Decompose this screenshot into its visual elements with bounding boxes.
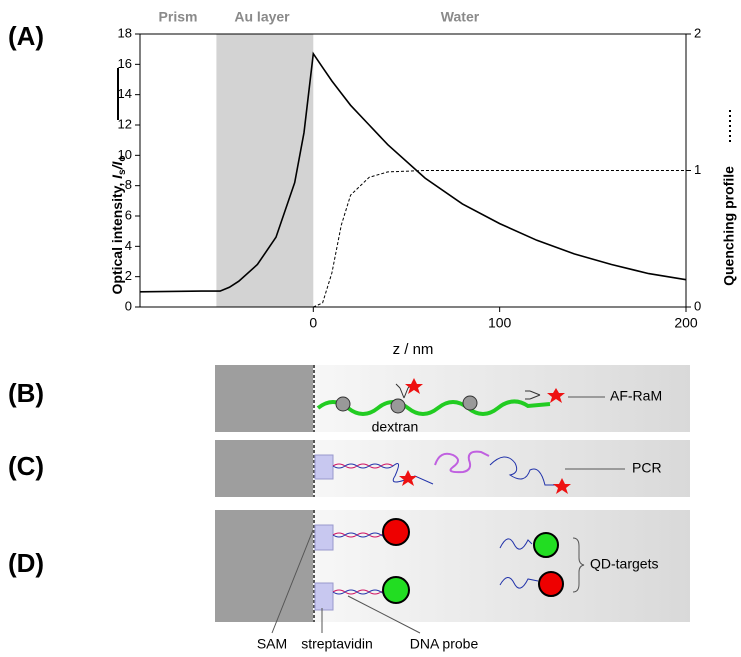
y-label-part: I [109, 174, 125, 179]
label: PCR [632, 460, 662, 476]
quantum-dot [533, 532, 559, 558]
panel-d: (D) QD-targets SAM streptavidin DNA prob… [8, 510, 690, 652]
y-tick-label: 0 [125, 298, 132, 313]
target [489, 456, 555, 486]
probe [332, 532, 394, 538]
antigen [390, 398, 406, 414]
x-tick-label: 0 [309, 315, 317, 331]
shaded-span [216, 34, 314, 307]
label: AF-RaM [610, 388, 662, 404]
y-tick-label: 6 [125, 207, 132, 222]
region-label: Water [441, 9, 480, 25]
panel-label: (B) [8, 378, 44, 408]
quantum-dot [382, 576, 410, 604]
target [332, 463, 434, 485]
probe [332, 463, 394, 469]
y-tick-label: 10 [118, 147, 132, 162]
y-axis-label: Optical intensity, Is/Io [109, 156, 128, 295]
y-label-part: o [117, 156, 128, 162]
streptavidin [314, 582, 334, 611]
y-tick-label: 4 [125, 238, 132, 253]
callout-line [271, 529, 314, 634]
series-line [139, 51, 687, 293]
target [499, 538, 533, 550]
fluorophore [399, 470, 417, 486]
dextran [316, 399, 551, 416]
region-label: Au layer [234, 9, 290, 25]
brace [572, 537, 585, 593]
antibody [395, 383, 413, 399]
target [332, 532, 394, 538]
label: dextran [372, 419, 419, 435]
streptavidin [314, 454, 334, 480]
panel-label: (D) [8, 548, 44, 578]
y-label-part: Optical intensity, [109, 179, 125, 295]
y-tick-label: 12 [118, 116, 132, 131]
label: SAM [257, 636, 287, 652]
label: streptavidin [301, 636, 373, 652]
series-line [313, 170, 686, 308]
panel-c: (C) PCR [8, 440, 690, 497]
gold [215, 365, 313, 432]
y-tick-label: 16 [118, 56, 132, 71]
oligo [434, 450, 490, 474]
panel-label: (C) [8, 451, 44, 481]
x-axis-label: z / nm [393, 341, 434, 358]
label: DNA probe [410, 636, 479, 652]
y2-axis-label: Quenching profile [721, 166, 737, 286]
quantum-dot [538, 571, 564, 597]
y-label-part: s [117, 169, 128, 175]
y-tick-label: 2 [125, 268, 132, 283]
y-label-part: /I [109, 161, 125, 171]
x-tick-label: 100 [488, 315, 512, 331]
antigen [335, 396, 351, 412]
y2-tick-label: 2 [694, 25, 701, 40]
streptavidin [314, 524, 334, 551]
y-tick-label: 18 [118, 25, 132, 40]
fluorophore [547, 388, 565, 403]
antibody [525, 390, 541, 400]
callout-line [347, 595, 421, 634]
quantum-dot [382, 518, 410, 546]
target [499, 577, 539, 589]
gold [215, 510, 313, 622]
y2-tick-label: 1 [694, 162, 701, 177]
fluorophore [553, 478, 571, 494]
panel-label: (A) [8, 21, 44, 51]
fluorophore [405, 378, 423, 394]
y-tick-label: 14 [118, 86, 132, 101]
antigen [462, 395, 478, 411]
label: QD-targets [590, 556, 658, 572]
target [332, 589, 394, 595]
panel-b: (B) AF-RaM dextran [8, 365, 690, 435]
region-label: Prism [159, 9, 198, 25]
y2-tick-label: 0 [694, 298, 701, 313]
gold [215, 440, 313, 497]
y-tick-label: 8 [125, 177, 132, 192]
probe [332, 589, 394, 595]
x-tick-label: 200 [674, 315, 698, 331]
